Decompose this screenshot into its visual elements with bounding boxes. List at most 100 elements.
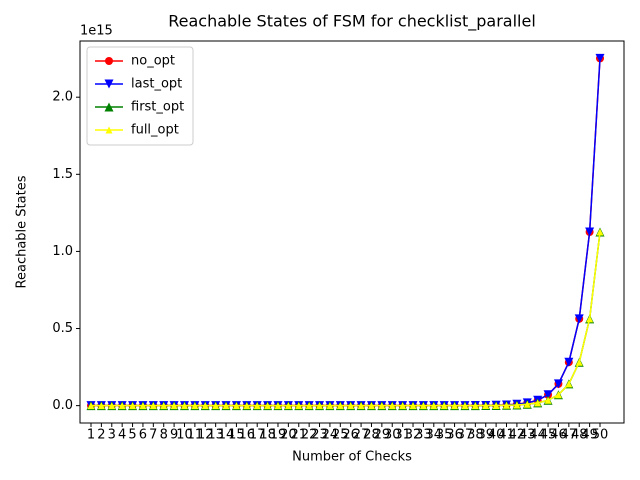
x-tick-label: 18 <box>259 428 276 443</box>
x-tick-label: 34 <box>426 428 443 443</box>
marker <box>357 402 365 410</box>
marker <box>471 402 479 410</box>
x-tick-label: 46 <box>550 428 567 443</box>
x-tick-label: 19 <box>270 428 287 443</box>
x-tick-label: 33 <box>415 428 432 443</box>
marker <box>409 402 417 410</box>
marker <box>564 357 574 367</box>
marker <box>482 402 490 410</box>
x-tick-label: 20 <box>280 428 297 443</box>
marker <box>553 379 563 389</box>
x-tick-label: 1 <box>87 428 95 443</box>
x-tick-label: 48 <box>571 428 588 443</box>
marker <box>388 402 396 410</box>
legend-box <box>86 46 194 146</box>
marker <box>419 402 427 410</box>
marker <box>367 402 375 410</box>
marker <box>347 402 355 410</box>
x-tick-label: 50 <box>592 428 609 443</box>
x-tick-label: 17 <box>249 428 266 443</box>
x-tick-label: 47 <box>561 428 578 443</box>
y-tick-label: 1.0 <box>52 244 73 259</box>
marker <box>129 402 137 410</box>
x-tick-label: 37 <box>457 428 474 443</box>
marker <box>295 402 303 410</box>
legend-label: full_opt <box>131 123 179 138</box>
x-tick-label: 2 <box>97 428 105 443</box>
marker <box>305 402 313 410</box>
marker <box>543 390 553 400</box>
marker <box>574 314 584 324</box>
x-tick-label: 41 <box>498 428 515 443</box>
x-tick-label: 6 <box>139 428 147 443</box>
x-tick-label: 29 <box>374 428 391 443</box>
marker <box>232 402 240 410</box>
legend-label: last_opt <box>131 77 182 92</box>
marker <box>565 380 573 388</box>
x-tick-label: 10 <box>176 428 193 443</box>
legend-label: first_opt <box>131 100 184 115</box>
marker <box>326 402 334 410</box>
marker <box>585 227 595 237</box>
marker <box>378 402 386 410</box>
marker <box>212 402 220 410</box>
marker <box>523 400 531 408</box>
marker <box>586 315 594 323</box>
marker <box>461 402 469 410</box>
x-tick-label: 5 <box>128 428 136 443</box>
x-tick-label: 11 <box>187 428 204 443</box>
marker <box>180 402 188 410</box>
x-tick-label: 7 <box>149 428 157 443</box>
marker <box>399 402 407 410</box>
x-tick-label: 28 <box>363 428 380 443</box>
marker <box>274 402 282 410</box>
marker <box>430 402 438 410</box>
x-tick-label: 26 <box>342 428 359 443</box>
marker <box>170 402 178 410</box>
marker <box>544 396 552 404</box>
marker <box>451 402 459 410</box>
plot-frame <box>79 40 625 424</box>
x-tick-label: 38 <box>467 428 484 443</box>
x-tick-label: 40 <box>488 428 505 443</box>
x-tick-label: 4 <box>118 428 126 443</box>
marker <box>139 402 147 410</box>
marker <box>105 57 113 65</box>
x-tick-label: 35 <box>436 428 453 443</box>
x-tick-label: 36 <box>446 428 463 443</box>
marker <box>253 402 261 410</box>
marker <box>513 401 521 409</box>
y-tick-label: 0.0 <box>52 398 73 413</box>
x-tick-label: 9 <box>170 428 178 443</box>
marker <box>596 228 604 236</box>
chart-title: Reachable States of FSM for checklist_pa… <box>168 12 536 32</box>
marker <box>97 402 105 410</box>
marker <box>222 402 230 410</box>
marker <box>554 391 562 399</box>
x-tick-label: 8 <box>160 428 168 443</box>
marker <box>595 53 605 63</box>
y-offset-label: 1e15 <box>80 24 113 39</box>
marker <box>264 402 272 410</box>
marker <box>108 402 116 410</box>
marker <box>149 402 157 410</box>
marker <box>503 401 511 409</box>
x-tick-label: 12 <box>197 428 214 443</box>
x-tick-label: 21 <box>290 428 307 443</box>
marker <box>492 401 500 409</box>
x-tick-label: 45 <box>540 428 557 443</box>
marker <box>104 102 114 112</box>
x-tick-label: 39 <box>477 428 494 443</box>
x-tick-label: 23 <box>311 428 328 443</box>
x-tick-label: 15 <box>228 428 245 443</box>
y-tick-label: 2.0 <box>52 90 73 105</box>
x-tick-label: 14 <box>218 428 235 443</box>
marker <box>104 79 114 89</box>
x-tick-label: 16 <box>239 428 256 443</box>
marker <box>575 358 583 366</box>
marker <box>336 402 344 410</box>
x-tick-label: 31 <box>394 428 411 443</box>
marker <box>440 402 448 410</box>
marker <box>118 402 126 410</box>
